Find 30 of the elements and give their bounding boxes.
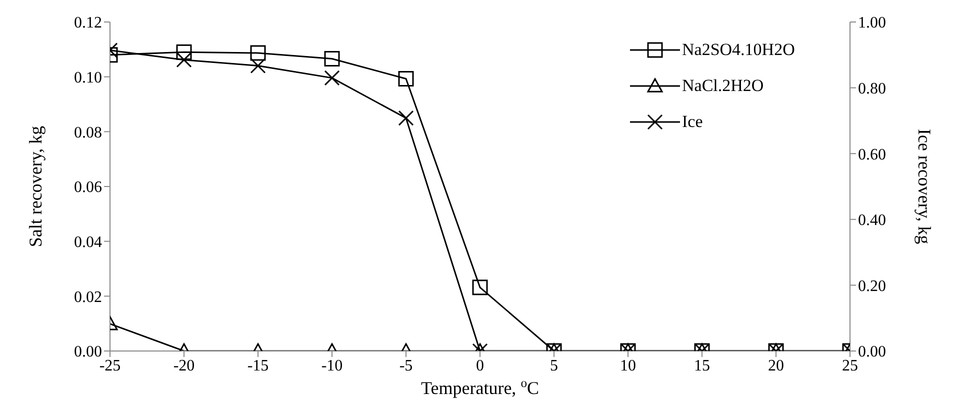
x-tick-label: 25 [842, 357, 858, 374]
x-tick-label: 0 [476, 357, 484, 374]
y2-axis-title: Ice recovery, kg [914, 128, 935, 244]
y-tick-label: 0.08 [74, 124, 102, 142]
y-tick-label: 0.12 [74, 14, 102, 32]
x-axis-title: Temperature, $^{o}$C [421, 376, 539, 398]
x-tick-label: 15 [694, 357, 710, 374]
x-tick-label: 20 [768, 357, 784, 374]
y-axis-title: Salt recovery, kg [25, 126, 46, 248]
x-tick-label: 5 [550, 357, 558, 374]
y-tick-label: 0.06 [74, 179, 102, 196]
legend-label: NaCl.2H2O [682, 76, 764, 96]
y2-tick-label: 0.40 [858, 212, 886, 230]
x-tick-label: -5 [399, 357, 413, 374]
y-tick-label: 0.02 [74, 288, 102, 306]
x-tick-label: -20 [173, 357, 195, 374]
y2-tick-label: 0.80 [858, 80, 886, 98]
y-tick-label: 0.00 [74, 344, 102, 361]
y-tick-label: 0.10 [74, 70, 102, 87]
y2-tick-label: 0.60 [858, 146, 886, 164]
y2-tick-label: 1.00 [858, 14, 886, 32]
y-tick-label: 0.04 [74, 234, 102, 252]
x-tick-label: -15 [247, 357, 269, 374]
x-tick-label: -25 [99, 357, 121, 374]
y2-tick-label: 0.20 [858, 278, 886, 295]
legend-label: Na2SO4.10H2O [682, 40, 795, 60]
legend-label: Ice [682, 112, 703, 132]
y2-tick-label: 0.00 [858, 344, 886, 361]
x-tick-label: -10 [321, 357, 343, 374]
x-tick-label: 10 [620, 357, 636, 374]
